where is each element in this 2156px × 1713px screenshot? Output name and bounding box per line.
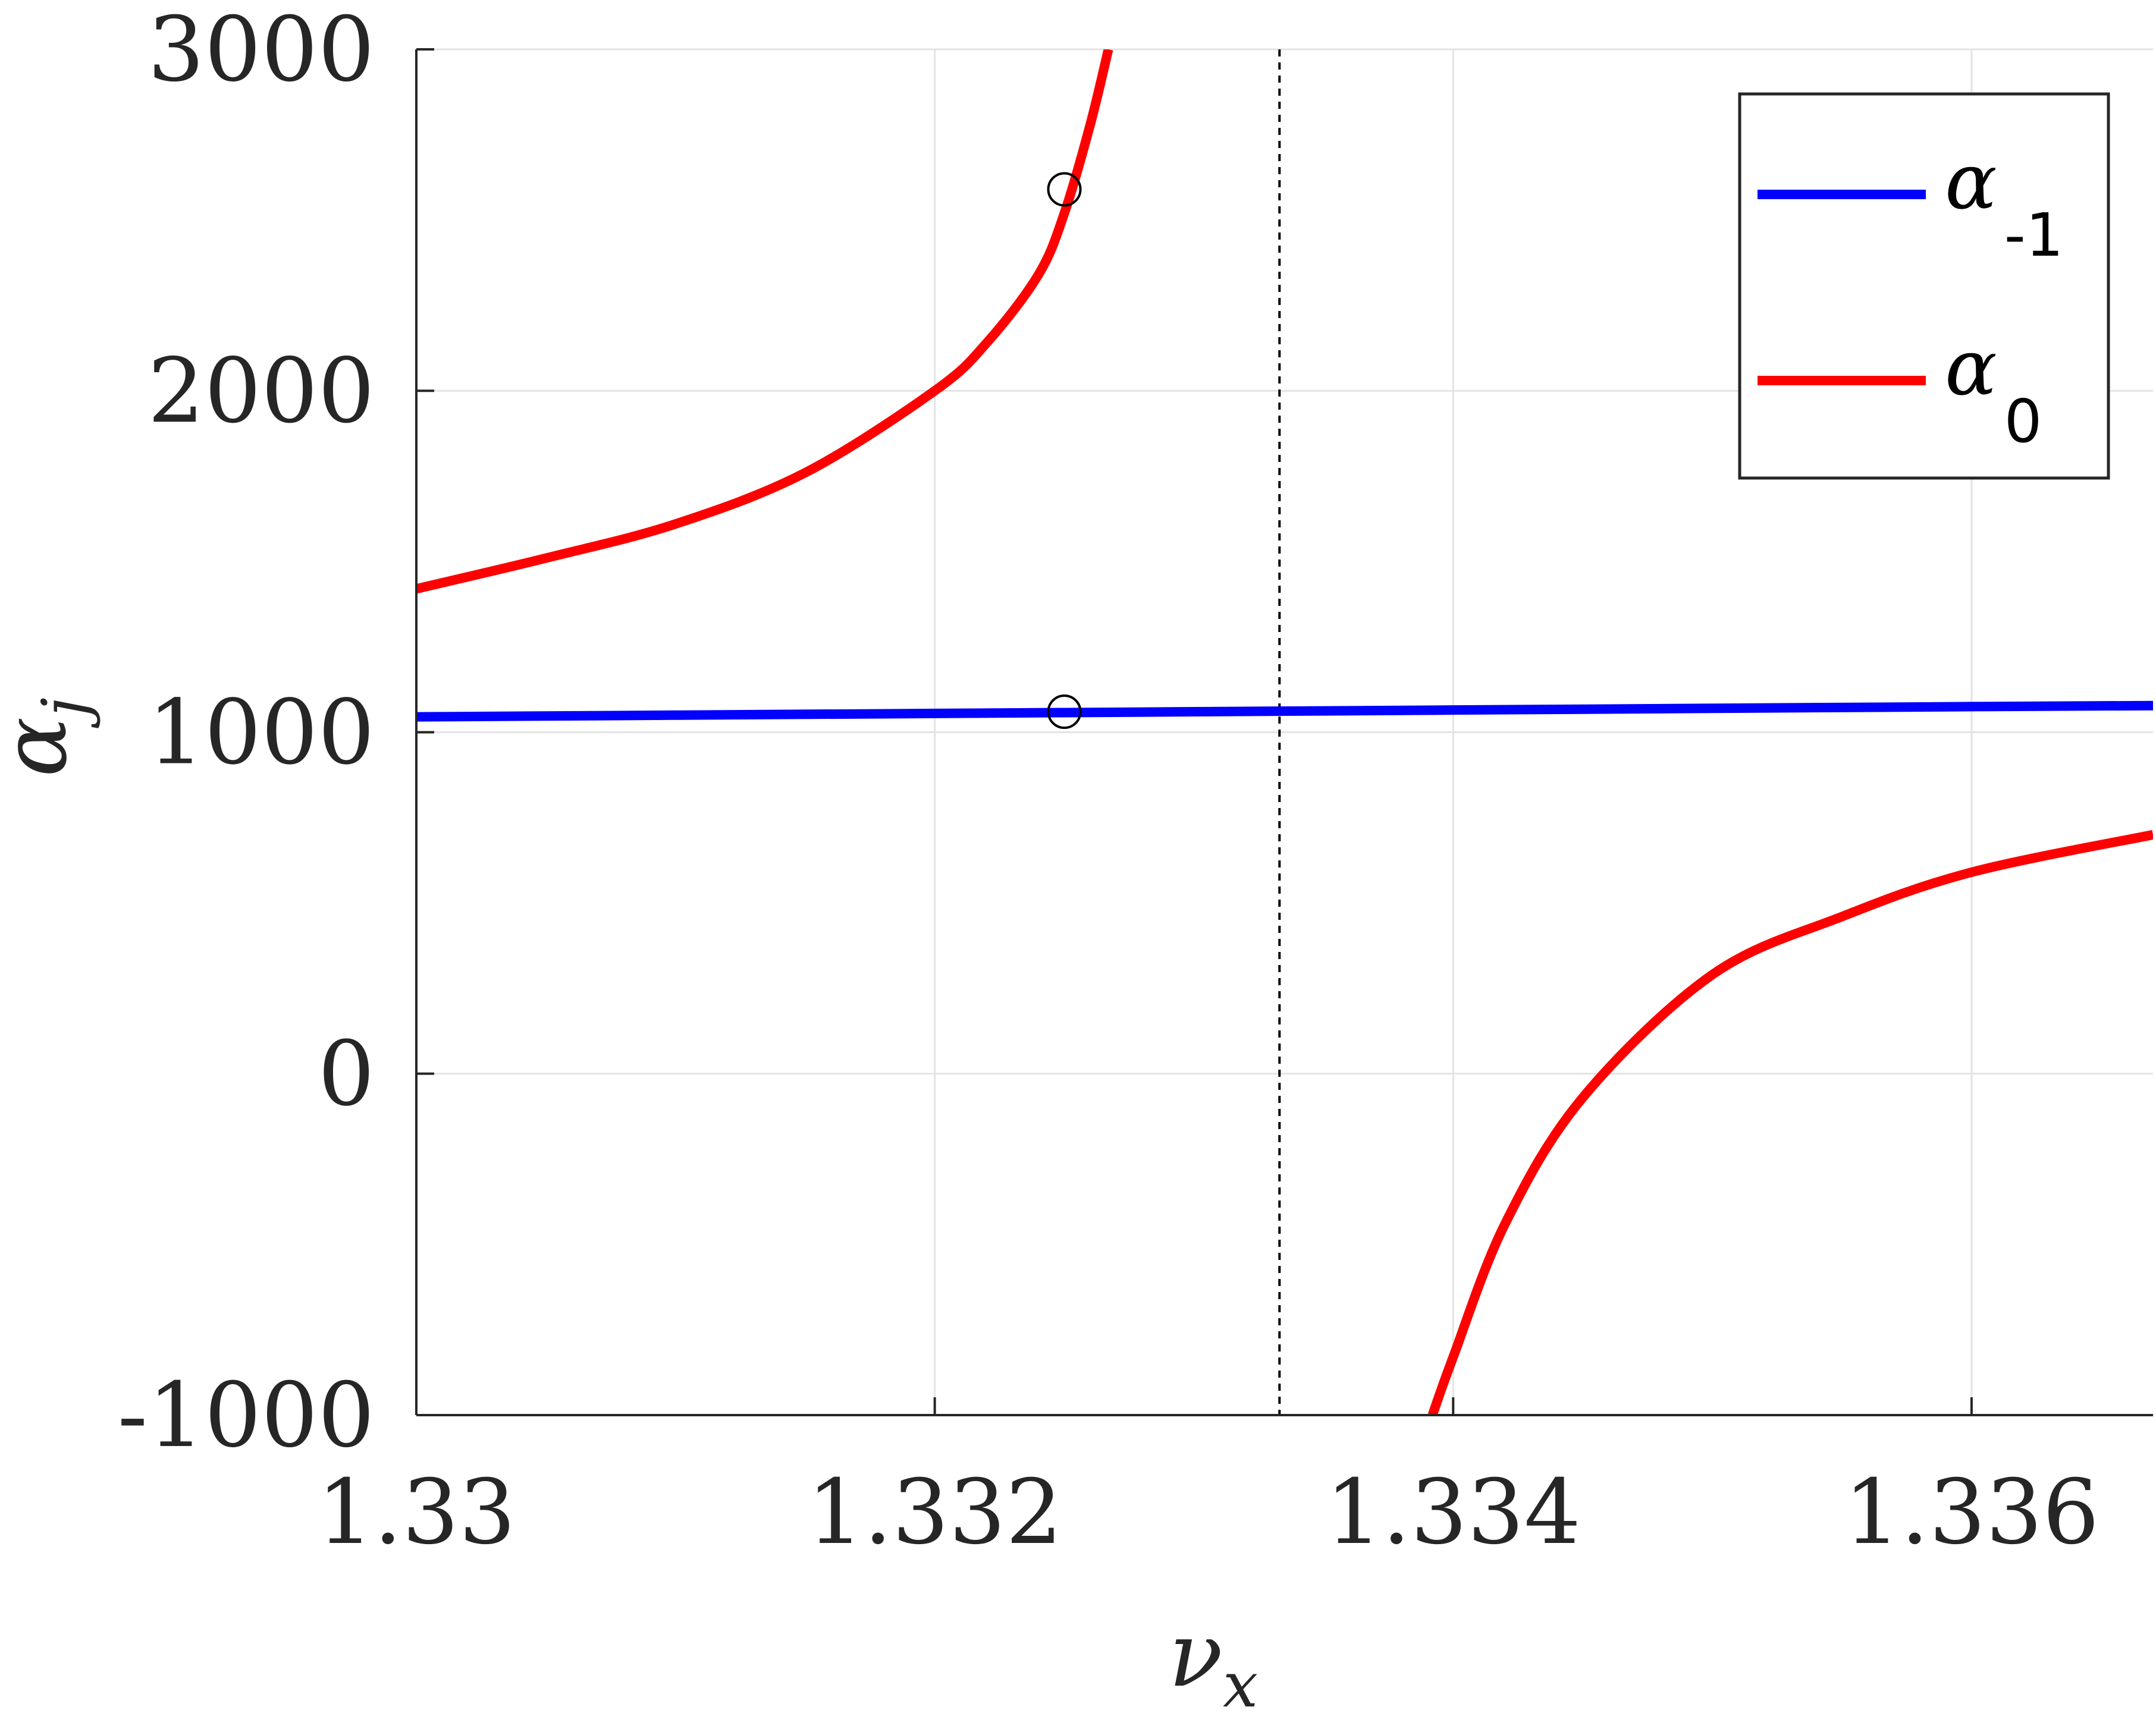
series <box>416 49 2153 1415</box>
series-line-alpha-0-branch-0 <box>416 49 1113 594</box>
data-point-marker <box>1047 172 1082 207</box>
legend-label-alpha-minus-1: α-1 <box>1945 136 2064 270</box>
legend-label-alpha-0: α0 <box>1945 322 2042 456</box>
legend: α-1 α0 <box>1738 92 2110 480</box>
y-tick-label: 2000 <box>148 340 375 443</box>
x-tick-label: 1.33 <box>317 1461 516 1564</box>
x-tick-label: 1.334 <box>1326 1461 1581 1564</box>
x-tick-label: 1.336 <box>1844 1461 2099 1564</box>
y-axis-label: αj <box>0 697 101 777</box>
axes <box>415 48 2153 1416</box>
series-line-alpha-minus-1 <box>416 700 2153 722</box>
data-point-marker <box>1047 694 1082 730</box>
y-tick-label: 0 <box>318 1023 375 1126</box>
y-tick-label: -1000 <box>118 1364 375 1467</box>
x-axis-label: νx <box>1169 1604 1258 1713</box>
legend-box <box>1738 92 2110 480</box>
y-tick-label: 1000 <box>148 681 375 785</box>
series-line-alpha-0-branch-1 <box>1427 829 2153 1415</box>
x-tick-label: 1.332 <box>807 1461 1062 1564</box>
markers <box>1047 172 1082 730</box>
y-tick-label: 3000 <box>148 0 375 102</box>
tick-labels: 1.33 1.332 1.334 1.336 -1000 0 1000 2000 3000 <box>118 0 2099 1564</box>
